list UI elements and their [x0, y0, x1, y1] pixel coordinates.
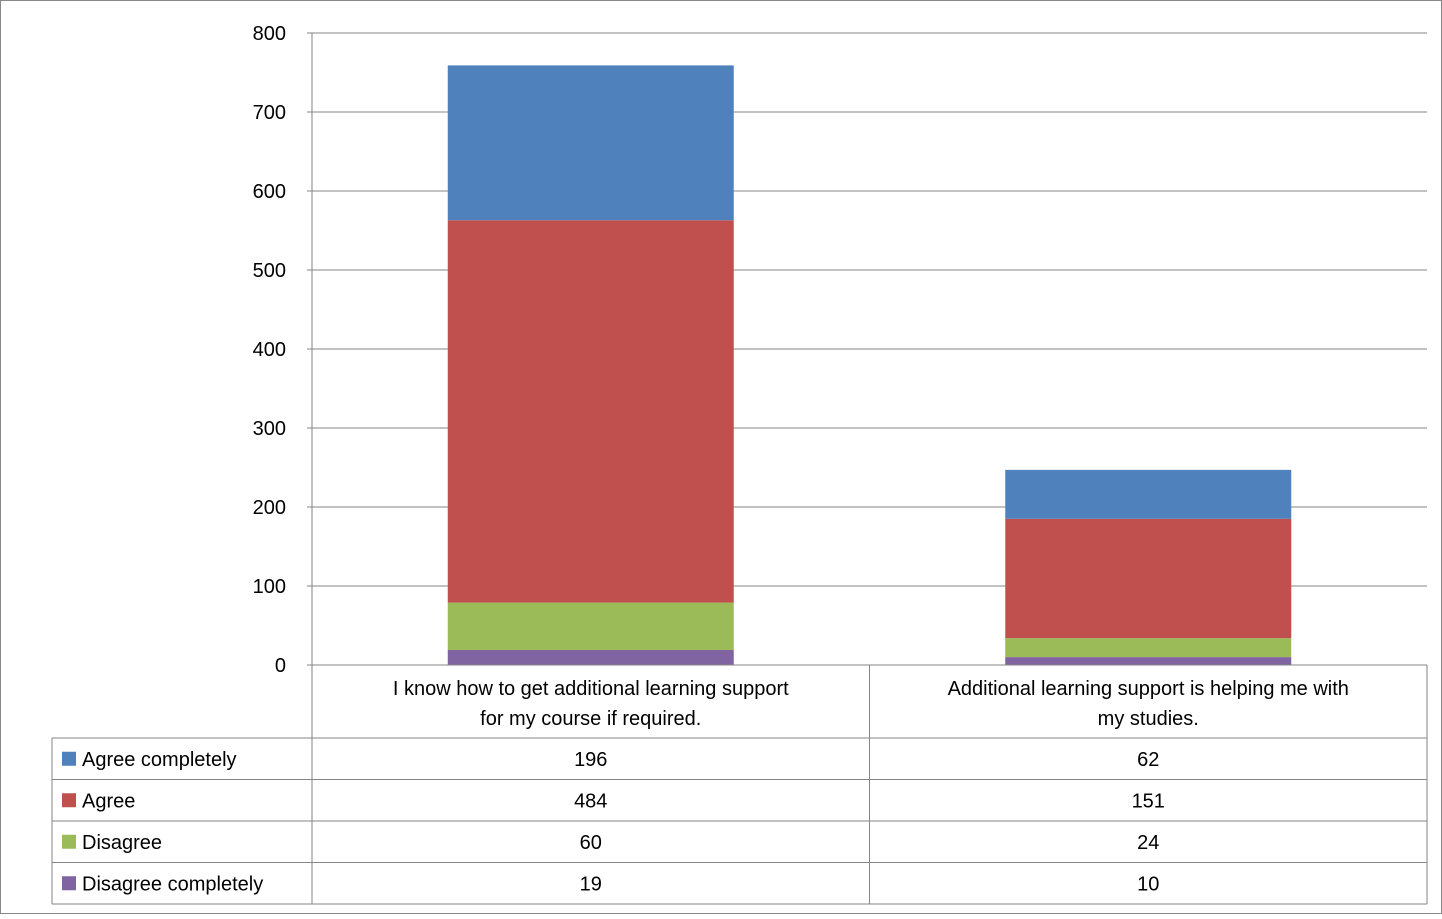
category-label: my studies. [1098, 708, 1199, 730]
series-label: Disagree [82, 832, 162, 854]
bar-segment [447, 602, 734, 650]
y-tick-label: 100 [253, 576, 286, 598]
data-value: 19 [580, 873, 602, 895]
legend-swatch [62, 793, 76, 808]
bar-segment [1005, 469, 1292, 519]
y-axis: 0 100 200 300 400 500 600 700 800 [253, 23, 313, 677]
y-tick-label: 400 [253, 339, 286, 361]
bar-segment [447, 220, 734, 603]
series-label: Disagree completely [82, 873, 263, 895]
y-tick-label: 800 [253, 23, 286, 45]
data-value: 196 [574, 749, 607, 771]
legend-swatch [62, 834, 76, 849]
legend-swatch [62, 876, 76, 891]
legend-swatch [62, 751, 76, 766]
bars [447, 65, 1292, 665]
category-label: Additional learning support is helping m… [948, 678, 1349, 700]
bar-segment [1005, 657, 1292, 665]
data-value: 62 [1137, 749, 1159, 771]
category-label: I know how to get additional learning su… [393, 678, 789, 700]
y-tick-label: 0 [275, 655, 286, 677]
series-label: Agree [82, 790, 135, 812]
y-tick-label: 200 [253, 497, 286, 519]
data-value: 24 [1137, 832, 1159, 854]
y-tick-label: 300 [253, 418, 286, 440]
series-label: Agree completely [82, 749, 237, 771]
data-table: I know how to get additional learning su… [51, 664, 1428, 905]
data-value: 10 [1137, 873, 1159, 895]
data-value: 484 [574, 790, 607, 812]
y-tick-label: 600 [253, 181, 286, 203]
bar-segment [1005, 638, 1292, 658]
data-value: 151 [1132, 790, 1165, 812]
y-tick-label: 700 [253, 102, 286, 124]
y-tick-label: 500 [253, 260, 286, 282]
bar-segment [447, 649, 734, 665]
bar-segment [447, 65, 734, 221]
data-value: 60 [580, 832, 602, 854]
category-label: for my course if required. [480, 708, 701, 730]
bar-segment [1005, 518, 1292, 639]
